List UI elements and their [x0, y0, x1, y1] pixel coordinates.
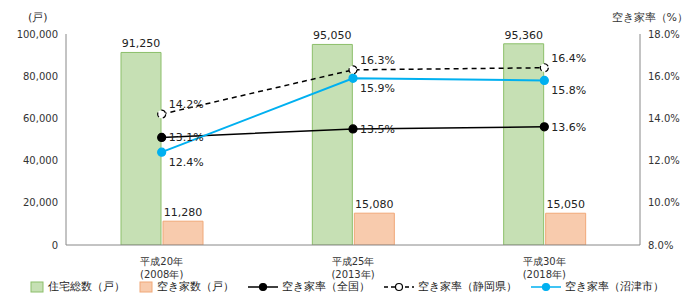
svg-text:13.5%: 13.5%: [360, 123, 395, 136]
svg-text:13.6%: 13.6%: [551, 121, 586, 134]
svg-text:40,000: 40,000: [23, 155, 58, 166]
svg-text:平成30年: 平成30年: [523, 256, 566, 267]
html-text:空き家率（沼津市）: 空き家率（沼津市）: [565, 280, 664, 293]
html-text:空き家数（戸）: 空き家数（戸）: [157, 280, 234, 293]
html-text:(戸): (戸): [28, 11, 48, 24]
svg-text:(2008年): (2008年): [140, 269, 183, 280]
svg-text:100,000: 100,000: [17, 29, 58, 40]
svg-text:16.4%: 16.4%: [551, 52, 586, 65]
svg-text:8.0%: 8.0%: [648, 240, 673, 251]
html-text:空き家率（全国）: 空き家率（全国）: [282, 280, 370, 293]
svg-text:(2013年): (2013年): [331, 269, 374, 280]
svg-text:18.0%: 18.0%: [648, 29, 680, 40]
svg-text:0: 0: [52, 240, 58, 251]
svg-text:15,050: 15,050: [546, 198, 585, 211]
svg-text:(2018年): (2018年): [523, 269, 566, 280]
svg-text:95,360: 95,360: [504, 29, 543, 42]
svg-text:平成25年: 平成25年: [332, 256, 375, 267]
svg-text:11,280: 11,280: [164, 206, 203, 219]
svg-text:13.1%: 13.1%: [169, 131, 204, 144]
svg-text:16.0%: 16.0%: [648, 71, 680, 82]
svg-text:16.3%: 16.3%: [360, 54, 395, 67]
html-text:空き家率（%）: 空き家率（%）: [611, 11, 688, 24]
svg-text:14.2%: 14.2%: [169, 98, 204, 111]
html-text:空き家率（静岡県）: 空き家率（静岡県）: [418, 280, 517, 293]
svg-text:14.0%: 14.0%: [648, 113, 680, 124]
svg-text:10.0%: 10.0%: [648, 197, 680, 208]
svg-text:12.0%: 12.0%: [648, 155, 680, 166]
svg-text:91,250: 91,250: [122, 37, 161, 50]
svg-text:平成20年: 平成20年: [140, 256, 183, 267]
svg-text:80,000: 80,000: [23, 71, 58, 82]
svg-text:15,080: 15,080: [355, 198, 394, 211]
html-text:住宅総数（戸）: 住宅総数（戸）: [48, 280, 125, 293]
svg-text:60,000: 60,000: [23, 113, 58, 124]
svg-text:20,000: 20,000: [23, 197, 58, 208]
svg-text:95,050: 95,050: [313, 29, 352, 42]
svg-text:15.8%: 15.8%: [551, 84, 586, 97]
svg-text:15.9%: 15.9%: [360, 82, 395, 95]
svg-text:12.4%: 12.4%: [169, 156, 204, 169]
